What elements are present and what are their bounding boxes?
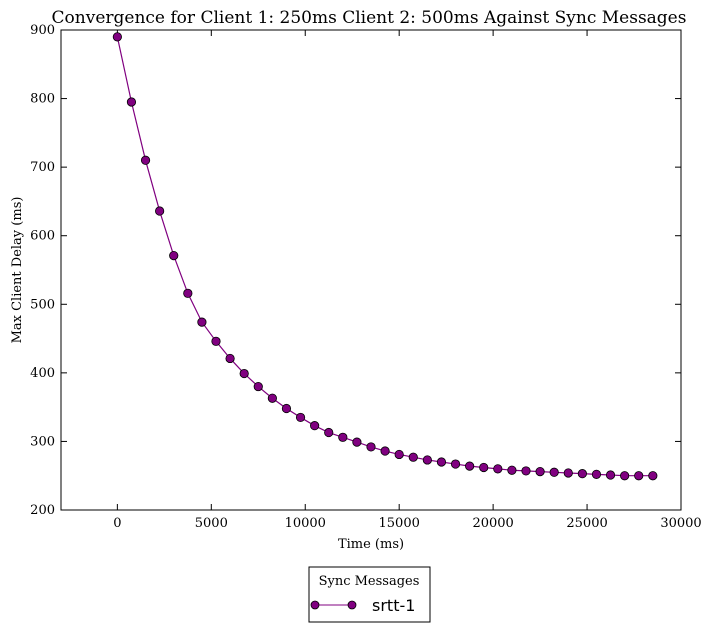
data-point — [155, 206, 165, 216]
y-tick-label: 300 — [30, 434, 55, 449]
data-point — [563, 468, 573, 478]
data-point — [591, 469, 602, 479]
data-point — [338, 432, 348, 442]
legend-marker — [310, 600, 320, 610]
series-srtt-1 — [112, 32, 658, 481]
data-point — [535, 466, 545, 477]
data-point — [169, 251, 179, 261]
data-point — [126, 97, 137, 107]
y-tick-label: 500 — [30, 297, 55, 312]
data-point — [225, 353, 235, 364]
data-point — [295, 412, 306, 423]
x-tick-label: 15000 — [379, 516, 420, 531]
data-point — [394, 449, 404, 460]
data-point — [465, 461, 475, 471]
data-point — [450, 459, 461, 469]
y-tick-label: 800 — [30, 92, 55, 107]
data-point — [422, 455, 432, 465]
y-tick-label: 200 — [30, 503, 55, 518]
data-point — [479, 462, 489, 473]
plot-area — [60, 29, 682, 511]
legend-marker — [347, 600, 357, 610]
data-point — [648, 471, 658, 481]
y-axis: 200 300 400 500 600 700 800 900 — [30, 23, 681, 518]
chart-title: Convergence for Client 1: 250ms Client 2… — [52, 8, 687, 28]
x-axis: 0 5000 10000 15000 20000 25000 30000 — [113, 30, 702, 531]
legend-label-srtt-1: srtt-1 — [372, 596, 415, 615]
x-tick-label: 10000 — [285, 516, 326, 531]
data-point — [380, 446, 390, 456]
y-tick-label: 700 — [30, 160, 55, 175]
data-point — [211, 336, 221, 346]
data-point — [493, 464, 503, 474]
data-point — [112, 32, 122, 42]
x-axis-label: Time (ms) — [338, 537, 404, 552]
y-tick-label: 600 — [30, 229, 55, 244]
data-point — [324, 427, 334, 438]
data-point — [281, 403, 292, 414]
legend-title: Sync Messages — [319, 574, 420, 589]
series-line — [116, 36, 653, 477]
data-point — [352, 437, 362, 447]
y-tick-label: 900 — [30, 23, 55, 38]
data-point — [366, 442, 376, 452]
data-point — [634, 471, 644, 481]
x-tick-label: 30000 — [660, 516, 701, 531]
x-tick-label: 5000 — [195, 516, 228, 531]
data-point — [253, 381, 263, 392]
data-point — [605, 470, 616, 480]
data-point — [140, 155, 151, 165]
data-point — [408, 452, 418, 462]
legend: Sync Messages srtt-1 — [308, 566, 431, 623]
data-point — [549, 467, 559, 477]
data-point — [521, 466, 531, 476]
data-point — [239, 368, 249, 379]
x-tick-label: 25000 — [566, 516, 607, 531]
x-tick-label: 0 — [113, 516, 121, 531]
data-point — [507, 465, 517, 475]
legend-box — [308, 566, 431, 623]
y-tick-label: 400 — [30, 366, 55, 381]
data-point — [577, 469, 587, 479]
data-point — [310, 421, 320, 431]
data-point — [183, 288, 193, 298]
y-axis-label: Max Client Delay (ms) — [10, 197, 25, 344]
x-tick-label: 20000 — [472, 516, 513, 531]
data-point — [197, 317, 207, 327]
data-point — [267, 393, 277, 403]
data-point — [436, 457, 447, 467]
data-point — [620, 471, 630, 481]
